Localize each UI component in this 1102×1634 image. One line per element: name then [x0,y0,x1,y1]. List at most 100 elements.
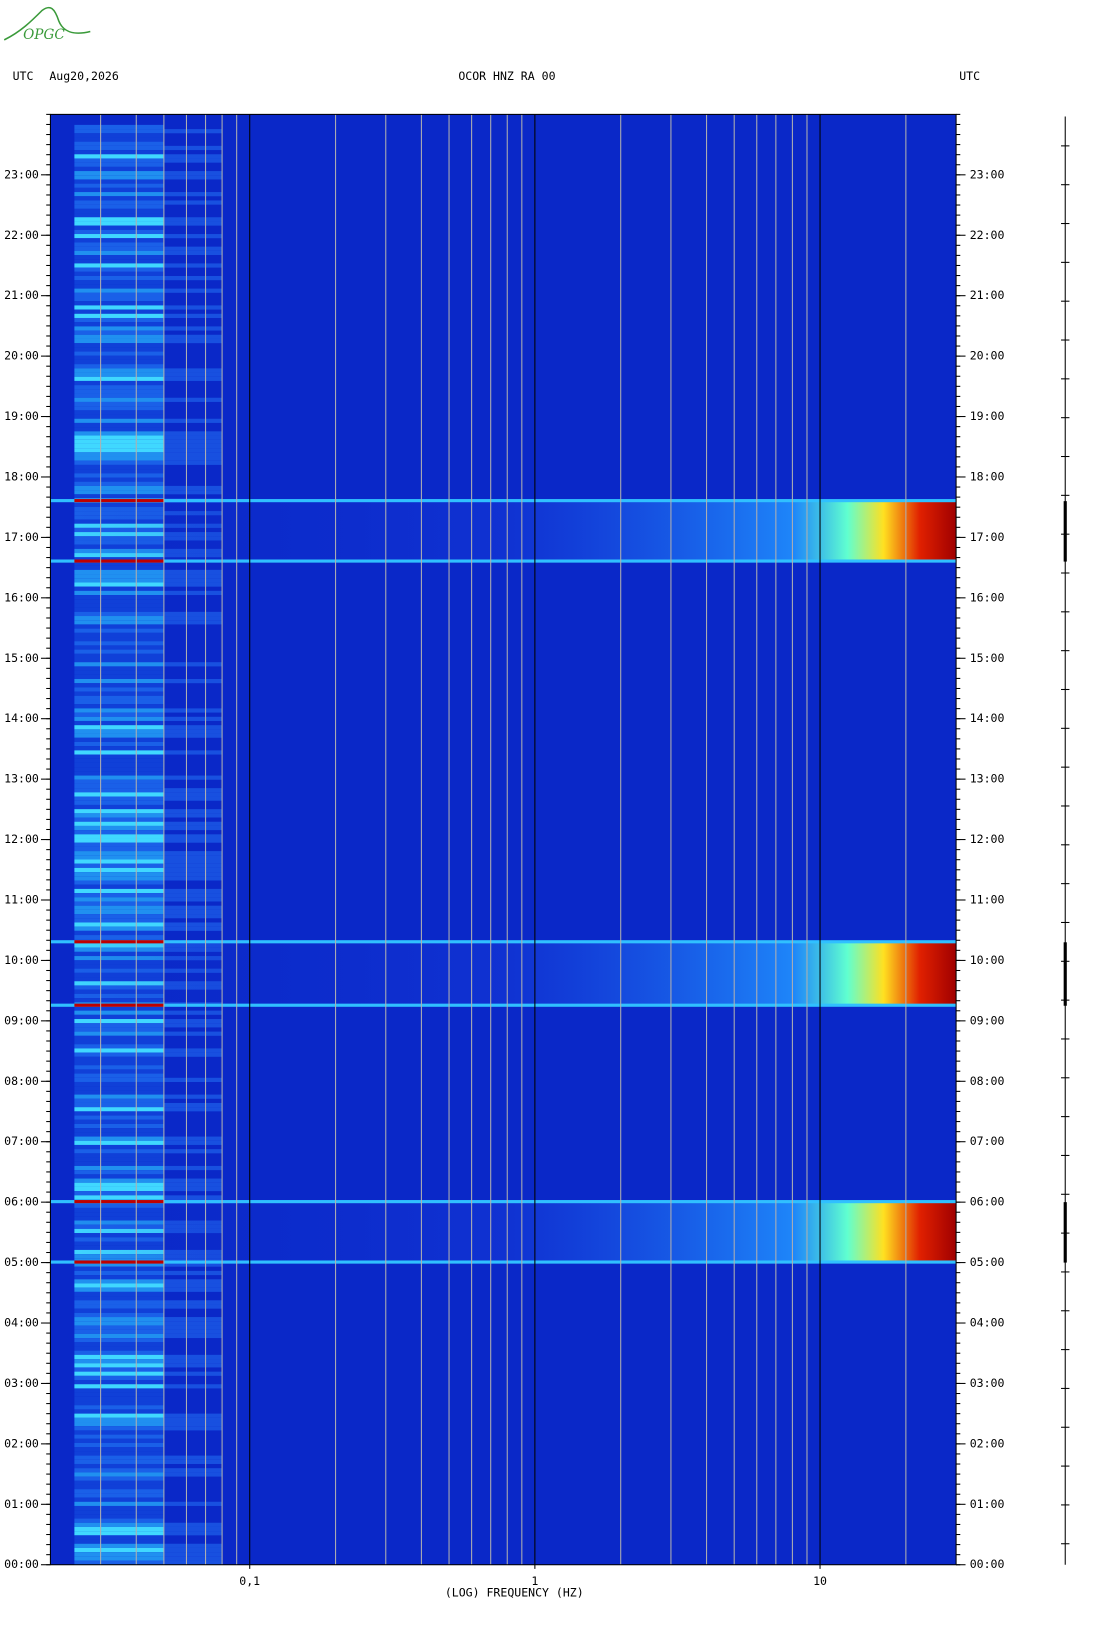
noise-stripe [163,1149,223,1154]
x-tick-label: 10 [813,1574,827,1588]
noise-stripe [74,1463,164,1469]
y-tick-label: 07:00 [4,1134,39,1148]
noise-stripe [74,754,164,759]
noise-stripe [163,838,223,843]
y-tick-label: 13:00 [4,772,39,786]
noise-stripe [74,1434,164,1439]
noise-stripe [74,238,164,243]
noise-stripe [74,1027,164,1032]
noise-stripe [74,481,164,486]
event-line-core [74,1003,164,1007]
y-tick-label: 12:00 [4,832,39,846]
noise-stripe [74,649,164,654]
noise-stripe [163,1543,223,1548]
noise-stripe [74,1287,164,1292]
noise-stripe [74,225,164,230]
noise-stripe [163,1094,223,1099]
noise-stripe [74,720,164,726]
noise-stripe [74,578,164,583]
noise-stripe [163,1317,223,1322]
noise-stripe [74,569,164,575]
noise-stripe [74,779,164,784]
noise-stripe [74,1136,164,1141]
x-tick-label: 0,1 [239,1574,260,1588]
noise-stripe [74,876,164,881]
y-tick-label: 09:00 [970,1013,1005,1027]
noise-stripe [163,192,223,197]
noise-stripe [74,678,164,684]
noise-stripe [74,259,164,264]
noise-stripe [163,834,223,839]
noise-stripe [74,813,164,818]
noise-stripe [163,456,223,461]
noise-stripe [74,691,164,696]
noise-stripe [74,1048,164,1053]
noise-stripe [163,825,223,831]
event-energy [50,1202,957,1263]
noise-stripe [163,1178,223,1183]
noise-stripe [163,1417,223,1423]
noise-stripe [74,292,164,297]
noise-stripe [163,1182,223,1187]
noise-stripe [163,1363,223,1368]
y-tick-label: 20:00 [4,349,39,363]
noise-stripe [74,1153,164,1158]
noise-stripe [74,582,164,587]
y-tick-label: 00:00 [970,1557,1005,1571]
noise-stripe [74,1073,164,1078]
noise-stripe [74,561,164,566]
noise-stripe [163,716,223,721]
noise-stripe [163,1052,223,1057]
noise-stripe [163,821,223,826]
noise-stripe [74,1350,164,1355]
noise-stripe [163,926,223,931]
noise-stripe [74,880,164,885]
noise-stripe [74,888,164,894]
noise-stripe [163,276,223,281]
noise-stripe [74,821,164,826]
y-tick-label: 21:00 [970,288,1005,302]
noise-stripe [74,641,164,646]
y-tick-label: 03:00 [970,1376,1005,1390]
noise-stripe [74,1510,164,1515]
noise-stripe [74,150,164,155]
noise-stripe [74,494,164,499]
noise-stripe [163,485,223,491]
noise-stripe [74,204,164,209]
noise-stripe [74,590,164,596]
noise-stripe [74,1526,164,1532]
noise-stripe [74,406,164,411]
noise-stripe [74,234,164,239]
noise-stripe [163,1325,223,1330]
noise-stripe [163,1522,223,1527]
noise-stripe [163,905,223,910]
noise-stripe [74,1040,164,1045]
noise-stripe [163,1010,223,1015]
noise-stripe [74,1405,164,1410]
noise-stripe [74,712,164,717]
noise-stripe [74,1380,164,1385]
noise-stripe [74,124,164,130]
y-tick-label: 19:00 [4,409,39,423]
noise-stripe [163,611,223,617]
noise-stripe [163,490,223,495]
noise-stripe [74,611,164,617]
noise-stripe [163,855,223,860]
noise-stripe [74,687,164,692]
y-tick-label: 23:00 [970,167,1005,181]
noise-stripe [74,817,164,822]
noise-stripe [74,1388,164,1393]
noise-stripe [74,855,164,860]
noise-stripe [163,574,223,579]
right-label: UTC [959,69,980,83]
noise-stripe [163,1459,223,1464]
noise-stripe [74,1165,164,1171]
noise-stripe [74,1522,164,1527]
noise-stripe [163,1140,223,1145]
noise-stripe [74,1359,164,1364]
noise-stripe [74,359,164,365]
noise-stripe [74,725,164,730]
noise-stripe [74,1157,164,1162]
event-line-core [74,499,164,503]
noise-stripe [74,418,164,423]
